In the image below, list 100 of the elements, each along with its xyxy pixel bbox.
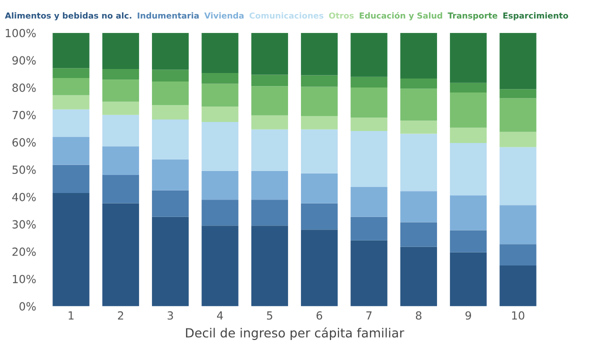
y-tick-label: 80% <box>12 84 36 92</box>
bar <box>500 98 536 132</box>
bar <box>400 78 438 89</box>
bar <box>152 70 189 82</box>
y-tick-label: 30% <box>12 220 36 229</box>
bar <box>450 196 487 230</box>
text: Comunicaciones <box>250 12 324 19</box>
text: Educación y Salud <box>360 12 442 20</box>
bar <box>450 32 487 83</box>
bar <box>500 205 536 244</box>
bar <box>350 118 388 131</box>
bar <box>300 173 338 204</box>
bar <box>102 68 140 80</box>
bar <box>202 73 238 84</box>
bar <box>350 216 388 240</box>
x-axis-title: Decil de ingreso per cápita familiar <box>186 327 404 340</box>
bar <box>202 106 238 122</box>
bar <box>400 222 438 247</box>
y-tick-label: 100% <box>6 28 36 38</box>
bar <box>52 32 90 68</box>
bar <box>450 128 487 144</box>
bar <box>52 109 90 138</box>
bar <box>202 200 238 226</box>
bar <box>152 105 189 120</box>
bar <box>52 164 90 194</box>
bar <box>400 32 438 79</box>
x-tick-label: 8 <box>416 311 422 320</box>
y-tick-label: 10% <box>12 274 36 284</box>
bar <box>251 129 288 171</box>
y-tick-label: 40% <box>12 192 36 202</box>
x-tick-label: 9 <box>465 311 472 320</box>
x-tick-label: 1 <box>68 311 74 320</box>
bar <box>500 89 536 98</box>
bar <box>450 230 487 252</box>
bar <box>52 78 90 96</box>
bar <box>400 88 438 121</box>
bar <box>102 102 140 115</box>
bar <box>400 246 438 306</box>
bar <box>500 32 536 90</box>
bar <box>102 32 140 69</box>
text: Alimentos y bebidas no alc. <box>4 12 132 20</box>
bar <box>350 76 388 88</box>
bar <box>251 200 288 226</box>
bar <box>152 159 189 190</box>
bar <box>350 88 388 118</box>
bar <box>350 32 388 77</box>
bar <box>500 265 536 306</box>
bar <box>400 191 438 222</box>
bar <box>152 82 189 106</box>
bar <box>300 116 338 130</box>
bar <box>102 80 140 102</box>
bar <box>251 115 288 130</box>
x-tick-label: 7 <box>366 311 372 320</box>
bar <box>300 230 338 306</box>
bar <box>251 32 288 75</box>
bar <box>52 68 90 78</box>
y-tick-label: 0% <box>19 302 36 311</box>
x-tick-label: 6 <box>316 311 322 320</box>
bar <box>450 92 487 128</box>
bar <box>300 129 338 174</box>
bar <box>300 203 338 230</box>
bar <box>202 170 238 200</box>
bar <box>251 170 288 200</box>
bar <box>102 175 140 204</box>
y-tick-label: 70% <box>12 110 36 120</box>
bar <box>450 143 487 196</box>
bar <box>102 203 140 306</box>
bar <box>350 187 388 217</box>
x-tick-label: 4 <box>217 311 223 320</box>
x-tick-label: 3 <box>168 311 173 320</box>
bar <box>102 114 140 146</box>
x-tick-label: 5 <box>266 311 272 320</box>
y-tick-label: 50% <box>12 166 36 174</box>
bar <box>400 134 438 192</box>
x-tick-label: 2 <box>118 311 124 320</box>
bar <box>152 216 189 306</box>
bar <box>202 32 238 74</box>
text: Otros <box>329 12 354 19</box>
bar <box>400 120 438 134</box>
bar <box>202 84 238 107</box>
bar <box>52 193 90 306</box>
bar <box>102 146 140 176</box>
text: Indumentaria <box>138 12 199 19</box>
bar <box>300 75 338 87</box>
bar <box>251 86 288 116</box>
bar <box>152 190 189 217</box>
text: Transporte <box>448 12 498 20</box>
bar <box>152 120 189 160</box>
x-tick-label: 10 <box>512 311 524 320</box>
bar <box>450 82 487 92</box>
bar <box>202 122 238 171</box>
bar <box>300 86 338 116</box>
bar <box>202 226 238 306</box>
bar <box>251 226 288 306</box>
bar <box>300 32 338 76</box>
bar <box>350 131 388 188</box>
bar <box>350 240 388 306</box>
bar <box>52 137 90 165</box>
y-tick-label: 90% <box>12 56 36 65</box>
y-tick-label: 20% <box>12 248 36 256</box>
